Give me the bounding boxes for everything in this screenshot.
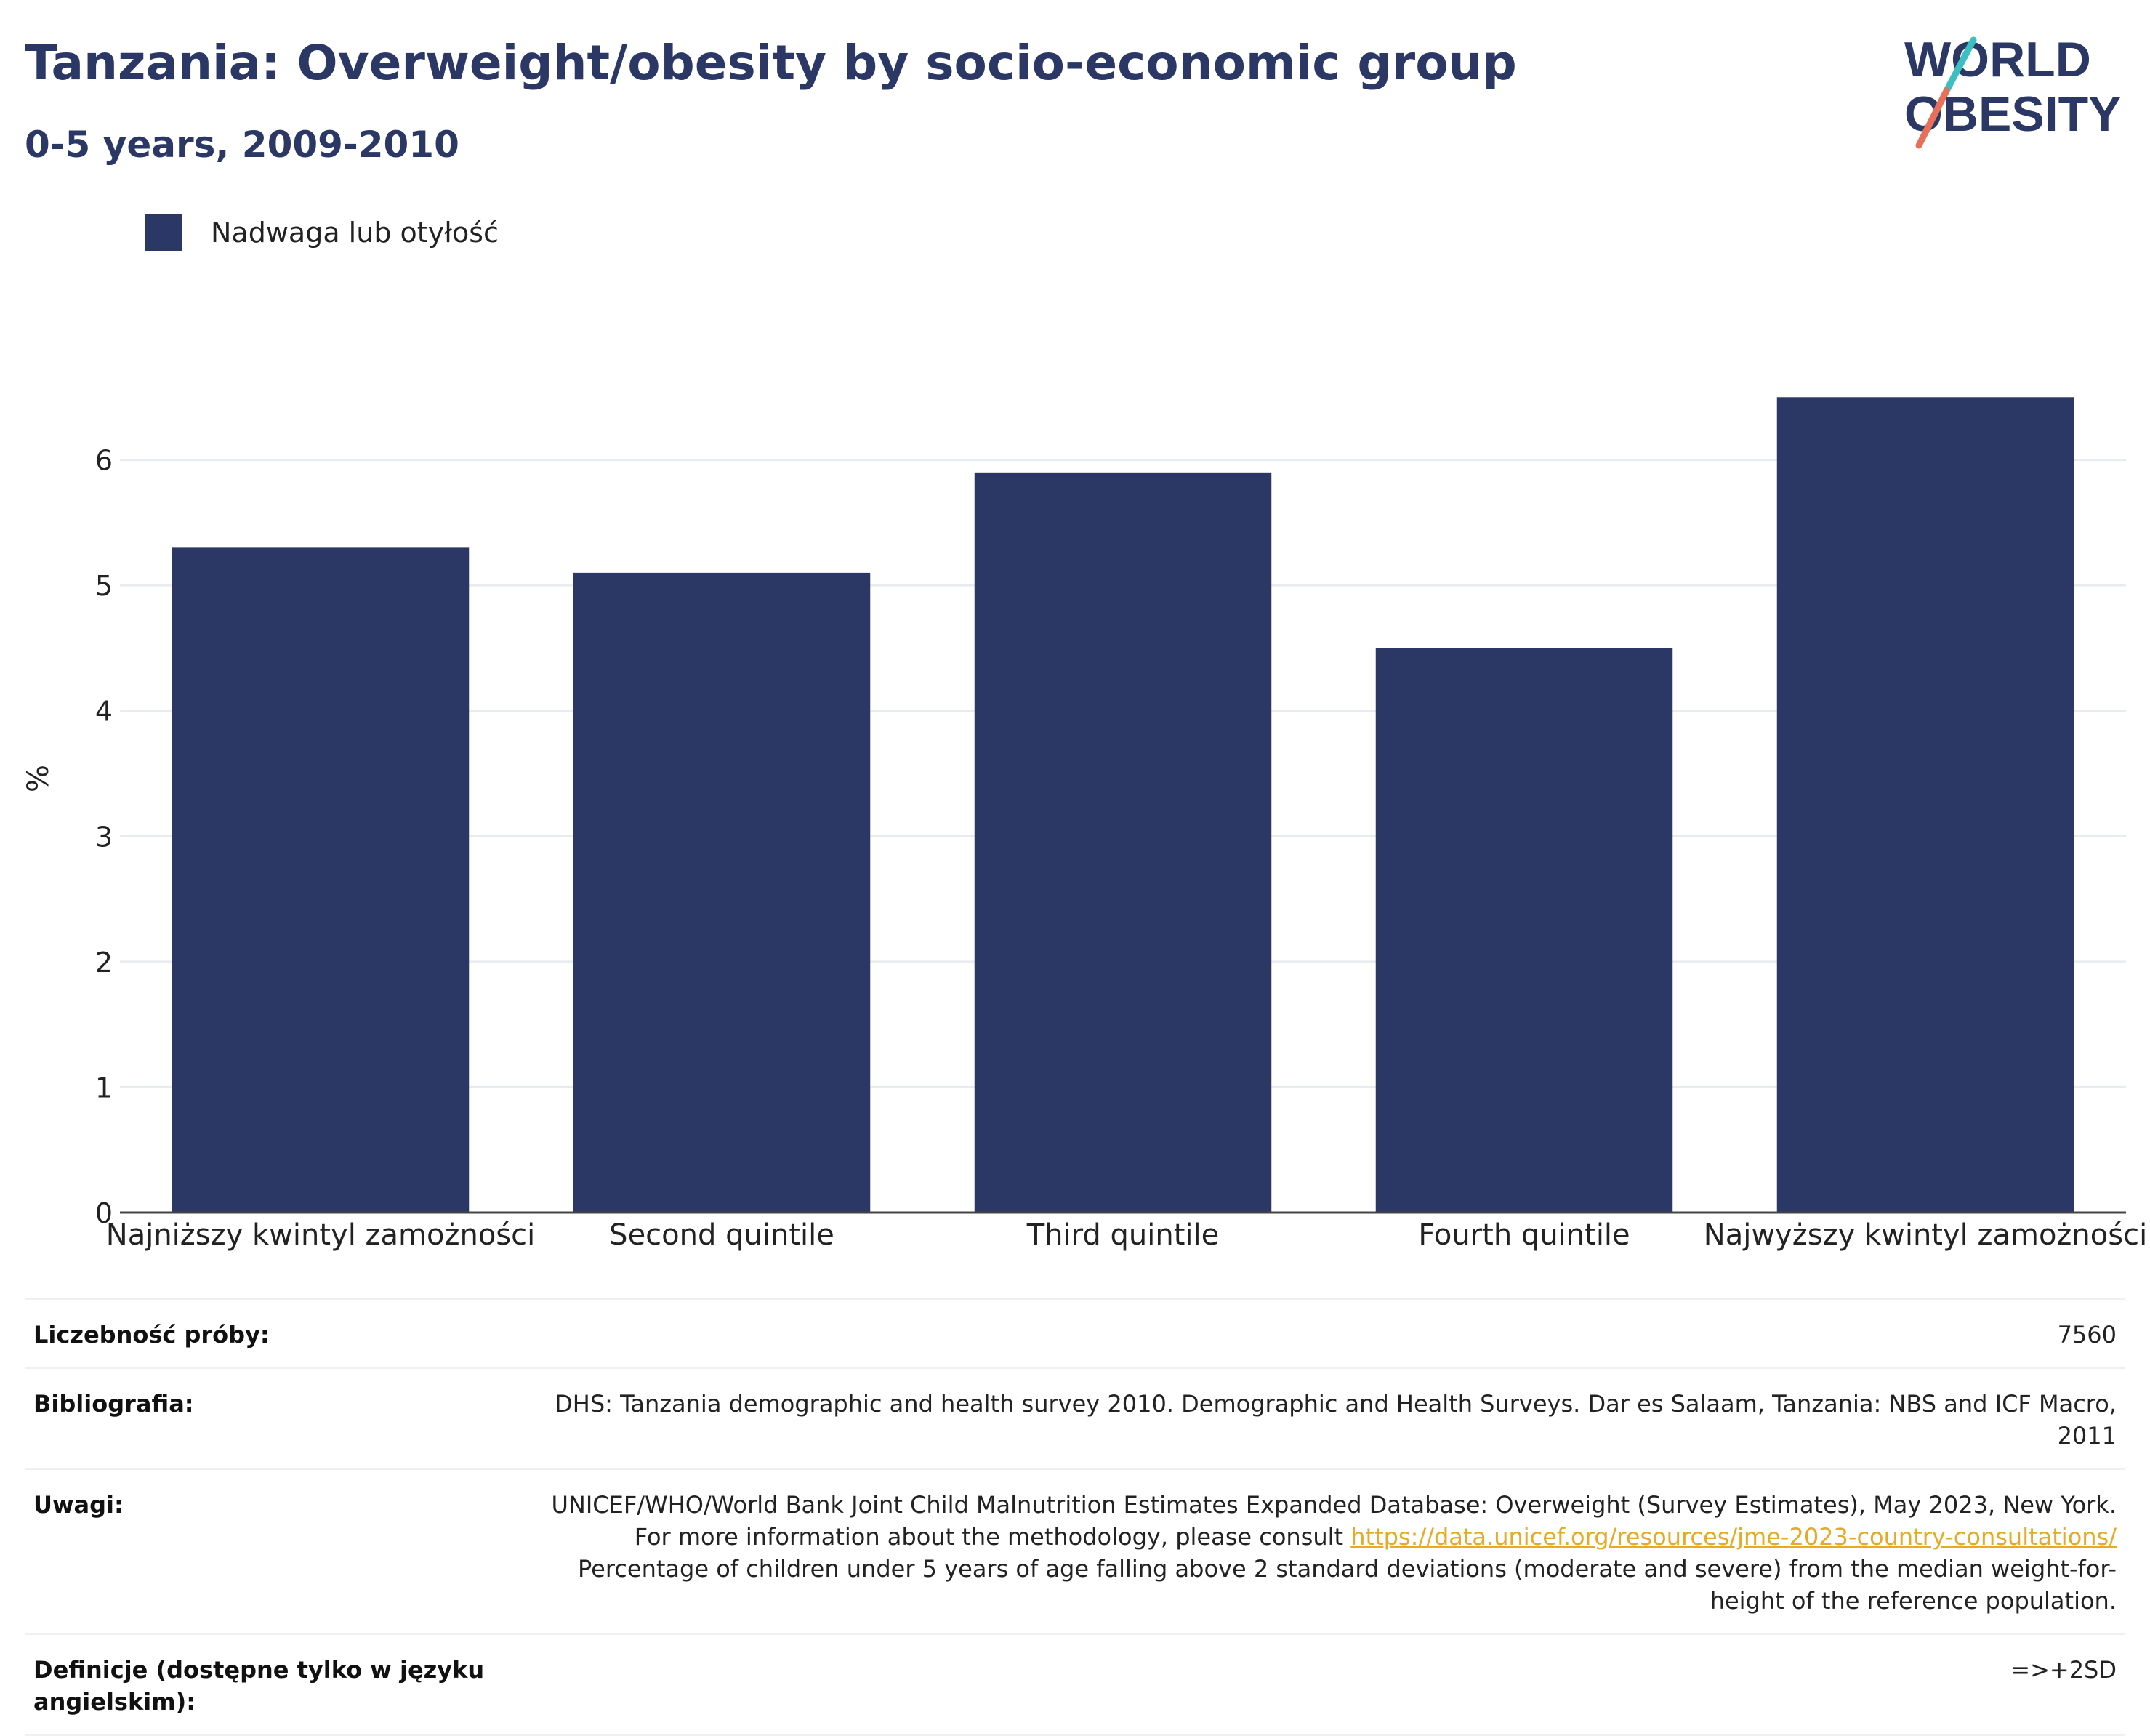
world-obesity-logo: WORLD OBESITY: [1904, 32, 2122, 149]
y-tick-label: 6: [95, 445, 113, 477]
page-subtitle: 0-5 years, 2009-2010: [25, 124, 459, 166]
y-axis-title: %: [22, 764, 55, 792]
info-value: UNICEF/WHO/World Bank Joint Child Malnut…: [507, 1468, 2125, 1635]
legend-swatch: [145, 214, 182, 251]
bar: [1375, 648, 1673, 1213]
logo-line1: WORLD: [1904, 32, 2091, 87]
y-tick-label: 3: [95, 821, 113, 853]
notes-text: UNICEF/WHO/World Bank Joint Child Malnut…: [551, 1491, 2117, 1551]
y-tick-label: 4: [95, 696, 113, 728]
bar: [1776, 397, 2074, 1213]
bar: [172, 547, 470, 1213]
logo-slash-bottom: [1915, 87, 1950, 149]
info-value: DHS: Tanzania demographic and health sur…: [507, 1367, 2125, 1470]
info-key: Liczebność próby:: [25, 1298, 507, 1369]
y-tick-label: 5: [95, 570, 113, 602]
info-row-sample-size: Liczebność próby: 7560: [25, 1298, 2125, 1369]
info-key: Bibliografia:: [25, 1367, 507, 1470]
y-tick-label: 0: [95, 1197, 113, 1229]
x-tick-label: Najwyższy kwintyl zamożności: [1704, 1218, 2147, 1252]
bar-chart: 0 1 2 3 4 5 6 Najniższy kwintyl zamożności Secon…: [95, 397, 2147, 1252]
info-row-bibliography: Bibliografia: DHS: Tanzania demographic …: [25, 1367, 2125, 1470]
bar: [974, 472, 1272, 1213]
info-row-definitions: Definicje (dostępne tylko w języku angie…: [25, 1633, 2125, 1736]
notes-text-after: Percentage of children under 5 years of …: [578, 1555, 2117, 1615]
y-tick-label: 1: [95, 1072, 113, 1104]
info-table: Liczebność próby: 7560 Bibliografia: DHS…: [25, 1298, 2125, 1736]
info-row-notes: Uwagi: UNICEF/WHO/World Bank Joint Child…: [25, 1468, 2125, 1635]
legend-label: Nadwaga lub otyłość: [211, 217, 499, 249]
y-tick-label: 2: [95, 947, 113, 978]
bar: [573, 572, 871, 1213]
x-tick-label: Second quintile: [609, 1218, 834, 1252]
x-tick-label: Fourth quintile: [1418, 1218, 1630, 1252]
x-tick-label: Najniższy kwintyl zamożności: [106, 1218, 535, 1252]
methodology-link[interactable]: https://data.unicef.org/resources/jme-20…: [1350, 1523, 2117, 1551]
chart-legend: Nadwaga lub otyłość: [145, 214, 499, 251]
page-title: Tanzania: Overweight/obesity by socio-ec…: [25, 35, 1517, 91]
x-tick-label: Third quintile: [1026, 1218, 1219, 1252]
info-key: Definicje (dostępne tylko w języku angie…: [25, 1633, 507, 1736]
info-value: =>+2SD: [507, 1633, 2125, 1736]
info-key: Uwagi:: [25, 1468, 507, 1635]
logo-slash-top: [1943, 36, 1977, 95]
info-value: 7560: [507, 1298, 2125, 1369]
